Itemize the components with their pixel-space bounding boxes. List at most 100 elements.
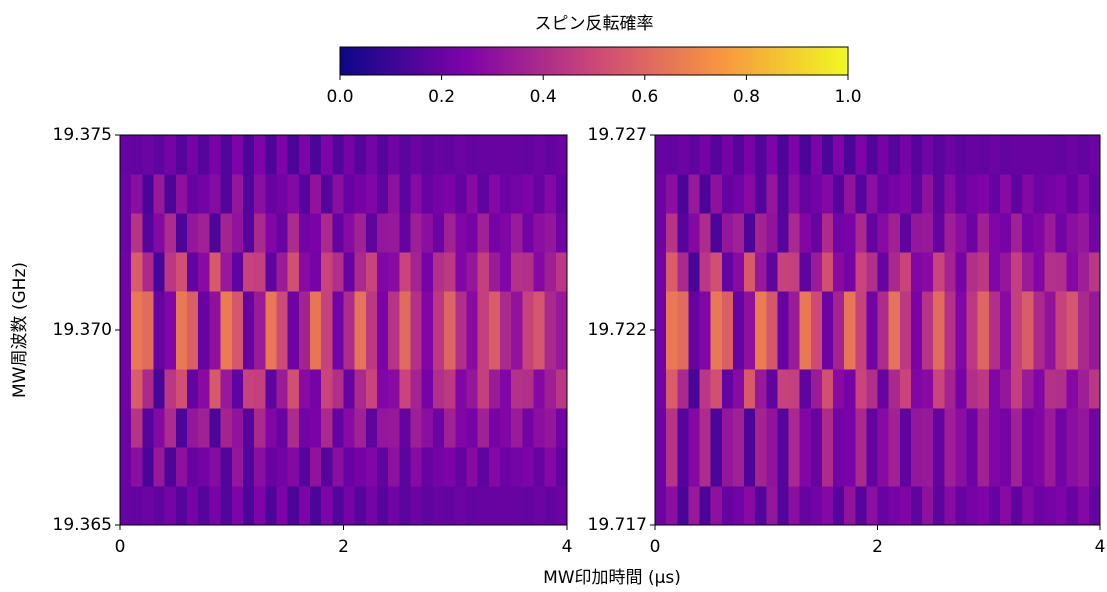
heatmap-cell: [700, 369, 712, 409]
heatmap-cell: [154, 330, 166, 370]
heatmap-cell: [276, 369, 288, 409]
heatmap-cell: [444, 135, 456, 175]
heatmap-cell: [989, 447, 1001, 487]
heatmap-cell: [989, 330, 1001, 370]
heatmap-cell: [232, 213, 244, 253]
heatmap-cell: [142, 447, 154, 487]
heatmap-cell: [844, 369, 856, 409]
heatmap-cell: [989, 291, 1001, 331]
colorbar: [340, 47, 848, 75]
heatmap-cell: [154, 486, 166, 526]
heatmap-cell: [478, 408, 490, 448]
heatmap-cell: [165, 447, 177, 487]
heatmap-cell: [1022, 252, 1034, 292]
heatmap-cell: [455, 330, 467, 370]
heatmap-cell: [422, 447, 434, 487]
heatmap-cell: [866, 252, 878, 292]
y-tick-label: 19.370: [53, 320, 112, 340]
heatmap-cell: [677, 369, 689, 409]
heatmap-cell: [276, 291, 288, 331]
heatmap-cell: [900, 213, 912, 253]
heatmap-cell: [478, 252, 490, 292]
heatmap-cell: [911, 369, 923, 409]
heatmap-cell: [142, 369, 154, 409]
heatmap-cell: [321, 135, 333, 175]
heatmap-cell: [489, 252, 501, 292]
heatmap-cell: [165, 174, 177, 214]
heatmap-cell: [1000, 486, 1012, 526]
heatmap-cell: [933, 408, 945, 448]
heatmap-cell: [545, 330, 557, 370]
heatmap-cell: [911, 330, 923, 370]
heatmap-cell: [1089, 291, 1101, 331]
heatmap-cell: [254, 252, 266, 292]
heatmap-cell: [187, 291, 199, 331]
heatmap-cell: [1000, 447, 1012, 487]
heatmap-cell: [789, 291, 801, 331]
heatmap-cell: [722, 369, 734, 409]
heatmap-cell: [355, 174, 367, 214]
heatmap-cell: [232, 486, 244, 526]
heatmap-cell: [556, 291, 568, 331]
heatmap-cell: [511, 135, 523, 175]
heatmap-cell: [722, 408, 734, 448]
heatmap-cell: [933, 213, 945, 253]
heatmap-cell: [1044, 174, 1056, 214]
heatmap-cell: [321, 408, 333, 448]
heatmap-cell: [944, 135, 956, 175]
heatmap-cell: [165, 213, 177, 253]
heatmap-cell: [165, 408, 177, 448]
heatmap-cell: [142, 174, 154, 214]
heatmap-cell: [700, 135, 712, 175]
heatmap-cell: [243, 174, 255, 214]
heatmap-cell: [455, 135, 467, 175]
heatmap-cell: [789, 174, 801, 214]
heatmap-cell: [366, 408, 378, 448]
heatmap-cell: [1067, 174, 1079, 214]
heatmap-cell: [766, 213, 778, 253]
heatmap-cell: [533, 369, 545, 409]
x-tick-label: 0: [650, 537, 661, 557]
heatmap-cell: [511, 291, 523, 331]
heatmap-cell: [243, 369, 255, 409]
heatmap-cell: [844, 330, 856, 370]
heatmap-cell: [344, 252, 356, 292]
heatmap-cell: [855, 369, 867, 409]
heatmap-cell: [422, 252, 434, 292]
heatmap-cell: [1000, 135, 1012, 175]
heatmap-cell: [444, 174, 456, 214]
heatmap-cell: [243, 447, 255, 487]
heatmap-cell: [332, 135, 344, 175]
heatmap-cell: [811, 213, 823, 253]
heatmap-cell: [766, 486, 778, 526]
heatmap-cell: [666, 291, 678, 331]
heatmap-cell: [198, 330, 210, 370]
heatmap-cell: [455, 408, 467, 448]
heatmap-cell: [978, 330, 990, 370]
heatmap-cell: [288, 369, 300, 409]
heatmap-cell: [1078, 252, 1090, 292]
heatmap-cell: [131, 447, 143, 487]
heatmap-cell: [889, 252, 901, 292]
heatmap-cell: [989, 213, 1001, 253]
heatmap-cell: [377, 486, 389, 526]
heatmap-cell: [688, 135, 700, 175]
heatmap-cell: [288, 291, 300, 331]
heatmap-cell: [955, 252, 967, 292]
heatmap-cell: [711, 252, 723, 292]
heatmap-cell: [411, 447, 423, 487]
heatmap-cell: [366, 369, 378, 409]
heatmap-cell: [666, 213, 678, 253]
heatmap-cell: [466, 252, 478, 292]
heatmap-cell: [545, 174, 557, 214]
heatmap-cell: [1000, 408, 1012, 448]
heatmap-cell: [131, 252, 143, 292]
heatmap-cell: [388, 213, 400, 253]
heatmap-cell: [955, 213, 967, 253]
heatmap-cell: [677, 213, 689, 253]
heatmap-cell: [733, 408, 745, 448]
heatmap-cell: [478, 447, 490, 487]
heatmap-cell: [545, 486, 557, 526]
heatmap-cell: [556, 174, 568, 214]
heatmap-cell: [978, 174, 990, 214]
